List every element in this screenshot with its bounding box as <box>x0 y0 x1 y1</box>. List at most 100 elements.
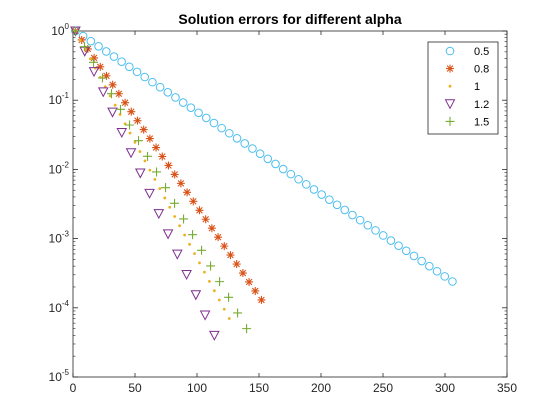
data-point <box>129 132 132 135</box>
asterisk-marker <box>202 215 210 223</box>
data-point <box>163 197 166 200</box>
asterisk-marker <box>158 152 166 160</box>
data-point <box>228 317 231 320</box>
point-marker <box>163 197 166 200</box>
data-point <box>171 170 179 178</box>
point-marker <box>449 85 452 88</box>
point-marker <box>218 299 221 302</box>
asterisk-marker <box>115 90 123 98</box>
legend-label: 1.2 <box>474 99 489 111</box>
x-tick-label: 250 <box>373 381 393 395</box>
asterisk-marker <box>251 287 259 295</box>
data-point <box>208 224 216 232</box>
data-point <box>257 296 265 304</box>
data-point <box>121 99 129 107</box>
data-point <box>168 206 171 209</box>
point-marker <box>134 141 137 144</box>
data-point <box>114 104 117 107</box>
data-point <box>202 215 210 223</box>
data-point <box>139 150 142 153</box>
data-point <box>177 179 185 187</box>
x-tick-label: 0 <box>70 381 77 395</box>
point-marker <box>213 289 216 292</box>
data-point <box>146 135 154 143</box>
data-point <box>226 251 234 259</box>
legend-label: 1 <box>474 81 480 93</box>
data-point <box>223 308 226 311</box>
asterisk-marker <box>183 188 191 196</box>
data-point <box>148 169 151 172</box>
legend-label: 1.5 <box>474 116 489 128</box>
data-point <box>449 85 452 88</box>
data-point <box>213 289 216 292</box>
data-point <box>89 57 92 60</box>
data-point <box>188 243 191 246</box>
asterisk-marker <box>257 296 265 304</box>
data-point <box>208 280 211 283</box>
data-point <box>203 271 206 274</box>
asterisk-marker <box>214 233 222 241</box>
data-point <box>183 188 191 196</box>
asterisk-marker <box>245 278 253 286</box>
point-marker <box>153 178 156 181</box>
point-marker <box>188 243 191 246</box>
point-marker <box>193 252 196 255</box>
point-marker <box>208 280 211 283</box>
data-point <box>239 269 247 277</box>
asterisk-marker <box>189 197 197 205</box>
asterisk-marker <box>164 161 172 169</box>
data-point <box>198 261 201 264</box>
asterisk-marker <box>226 251 234 259</box>
data-point <box>140 126 148 134</box>
data-point <box>102 72 110 80</box>
x-tick-label: 50 <box>128 381 142 395</box>
asterisk-marker <box>239 269 247 277</box>
point-marker <box>223 308 226 311</box>
data-point <box>220 242 228 250</box>
point-marker <box>173 215 176 218</box>
asterisk-marker <box>208 224 216 232</box>
data-point <box>218 299 221 302</box>
x-tick-label: 300 <box>435 381 455 395</box>
point-marker <box>79 39 82 42</box>
asterisk-marker <box>146 135 154 143</box>
asterisk-marker <box>127 108 135 116</box>
data-point <box>233 260 241 268</box>
point-marker <box>158 187 161 190</box>
data-point <box>173 215 176 218</box>
asterisk-marker <box>177 179 185 187</box>
x-tick-label: 100 <box>187 381 207 395</box>
point-marker <box>203 271 206 274</box>
point-marker <box>168 206 171 209</box>
data-point <box>115 90 123 98</box>
data-point <box>109 81 117 89</box>
point-marker <box>228 317 231 320</box>
chart-title: Solution errors for different alpha <box>178 11 401 27</box>
point-marker <box>178 224 181 227</box>
data-point <box>127 108 135 116</box>
point-marker <box>198 261 201 264</box>
legend-label: 0.5 <box>474 46 489 58</box>
data-point <box>153 178 156 181</box>
data-point <box>79 39 82 42</box>
asterisk-marker <box>121 99 129 107</box>
point-marker <box>144 159 147 162</box>
data-point <box>134 141 137 144</box>
asterisk-marker <box>140 126 148 134</box>
asterisk-marker <box>152 144 160 152</box>
data-point <box>164 161 172 169</box>
data-point <box>183 234 186 237</box>
data-point <box>144 159 147 162</box>
data-point <box>189 197 197 205</box>
asterisk-marker <box>133 117 141 125</box>
asterisk-marker <box>171 170 179 178</box>
data-point <box>251 287 259 295</box>
asterisk-marker <box>220 242 228 250</box>
point-marker <box>129 132 132 135</box>
point-marker <box>148 169 151 172</box>
data-point <box>214 233 222 241</box>
legend-label: 0.8 <box>474 64 489 76</box>
data-point <box>245 278 253 286</box>
data-point <box>193 252 196 255</box>
